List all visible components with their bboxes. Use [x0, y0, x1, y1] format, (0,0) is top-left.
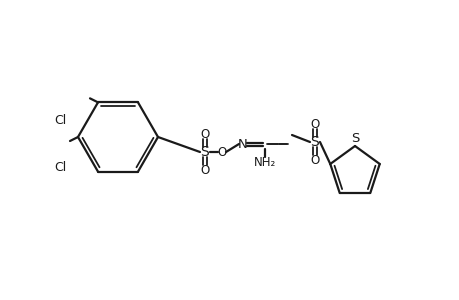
- Text: O: O: [200, 164, 209, 176]
- Text: Cl: Cl: [54, 160, 66, 173]
- Text: S: S: [200, 145, 209, 159]
- Text: O: O: [310, 154, 319, 166]
- Text: S: S: [350, 131, 358, 145]
- Text: N: N: [238, 137, 247, 151]
- Text: O: O: [217, 146, 226, 158]
- Text: O: O: [310, 118, 319, 130]
- Text: Cl: Cl: [54, 113, 66, 127]
- Text: NH₂: NH₂: [253, 155, 275, 169]
- Text: S: S: [310, 135, 319, 149]
- Text: O: O: [200, 128, 209, 140]
